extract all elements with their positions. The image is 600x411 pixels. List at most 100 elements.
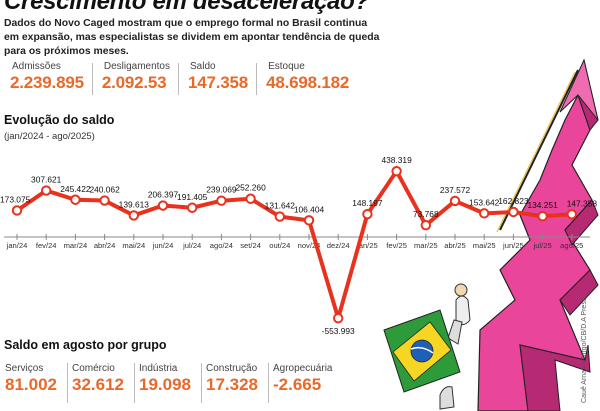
group-value: 81.002 [5,375,57,394]
data-label: 252.260 [235,183,266,193]
data-label: 307.621 [31,175,62,185]
data-point [391,165,402,177]
stat-admissoes: Admissões 2.239.895 [0,61,92,93]
data-label: 173.075 [0,194,31,204]
x-tick-label: ago/24 [210,241,233,250]
brazil-flag-illustration [383,309,461,393]
data-point [128,210,140,221]
group-agropecuaria: Agropecuária -2.665 [268,363,342,403]
data-label: 239.069 [206,185,237,195]
groups-title: Saldo em agosto por grupo [4,338,167,352]
stat-value: 147.358 [188,73,249,92]
data-point [70,194,81,205]
x-tick-label: jun/24 [152,241,174,250]
data-label: 191.405 [177,192,208,202]
data-point [362,208,373,220]
data-label: 237.572 [440,185,471,195]
group-label: Construção [206,363,258,374]
data-label: 206.397 [148,190,179,200]
data-point [508,206,519,218]
data-point [449,195,461,207]
data-label: 147.358 [567,198,598,208]
lead-text: Dados do Novo Caged mostram que o empreg… [4,18,380,57]
x-tick-label: mar/24 [64,241,88,250]
x-tick-label: jan/24 [6,241,28,250]
group-industria: Indústria 19.098 [134,363,201,403]
x-tick-label: dez/24 [327,241,350,250]
x-tick-label: fev/25 [386,241,407,250]
group-servicos: Serviços 81.002 [0,363,67,395]
headline: Crescimento em desaceleração? [4,0,369,15]
x-tick-label: set/24 [240,241,261,250]
x-tick-label: abr/24 [94,241,116,250]
data-label: 73.768 [413,209,439,219]
groups-stats: Serviços 81.002 Comércio 32.612 Indústri… [0,363,342,403]
x-tick-label: jun/25 [502,241,524,250]
data-label: 134.251 [527,200,558,210]
group-value: 19.098 [139,375,191,394]
x-tick-label: mar/25 [414,241,438,250]
x-tick-label: jul/25 [533,241,552,250]
data-point [303,215,315,226]
data-label: 131.642 [265,201,296,211]
group-value: 17.328 [206,375,258,394]
x-tick-label: fev/24 [36,241,57,250]
group-label: Agropecuária [273,363,333,374]
chart-subtitle: (jan/2024 - ago/2025) [4,131,95,142]
rising-arrow-illustration [477,58,599,411]
data-point [99,195,110,206]
data-label: 438.319 [381,155,412,165]
stat-label: Estoque [268,61,305,72]
x-tick-label: ago/25 [560,241,583,250]
group-label: Serviços [5,363,44,374]
data-label: 245.422 [60,184,91,194]
data-label: -553.993 [322,326,355,336]
climber-illustration [439,283,471,410]
data-point [187,202,198,213]
data-point [420,219,431,231]
stat-saldo: Saldo 147.358 [178,61,256,95]
data-point [333,312,344,324]
x-tick-label: mai/24 [122,241,145,250]
data-point [479,208,490,219]
stat-estoque: Estoque 48.698.182 [256,61,357,95]
data-point [11,205,23,216]
data-point [274,211,285,222]
x-tick-label: jan/25 [356,241,378,250]
data-point [245,193,256,204]
stat-desligamentos: Desligamentos 2.092.53 [91,61,178,95]
group-value: -2.665 [273,375,322,394]
stat-value: 48.698.182 [266,73,350,92]
data-point [157,200,169,211]
x-tick-label: abr/25 [444,241,466,250]
data-label: 153.642 [469,197,500,207]
photo-credit: Cauê Arnaldo Virgo/CB/D.A Press [581,297,588,403]
data-label: 139.613 [119,199,150,209]
stat-value: 2.239.895 [10,73,84,92]
data-label: 106.404 [294,204,325,214]
data-point [216,195,227,206]
series-line [15,169,572,321]
data-point [41,185,52,196]
x-tick-label: nov/24 [298,241,321,250]
data-label: 148.197 [352,198,383,208]
stat-label: Desligamentos [103,61,170,72]
group-comercio: Comércio 32.612 [67,363,134,403]
data-label: 162.823 [498,196,529,206]
stat-value: 2.092.53 [101,73,167,92]
x-tick-label: out/24 [269,241,290,250]
group-label: Indústria [139,363,178,374]
group-value: 32.612 [72,375,124,394]
data-label: 240.062 [89,185,120,195]
summary-stats: Admissões 2.239.895 Desligamentos 2.092.… [0,61,357,95]
stat-label: Admissões [12,61,61,72]
chart-title: Evolução do saldo [4,113,115,127]
stat-label: Saldo [190,61,216,72]
x-tick-label: jul/24 [182,241,201,250]
group-construcao: Construção 17.328 [201,363,268,403]
x-tick-label: mai/25 [473,241,496,250]
group-label: Comércio [72,363,115,374]
data-point [537,211,548,222]
